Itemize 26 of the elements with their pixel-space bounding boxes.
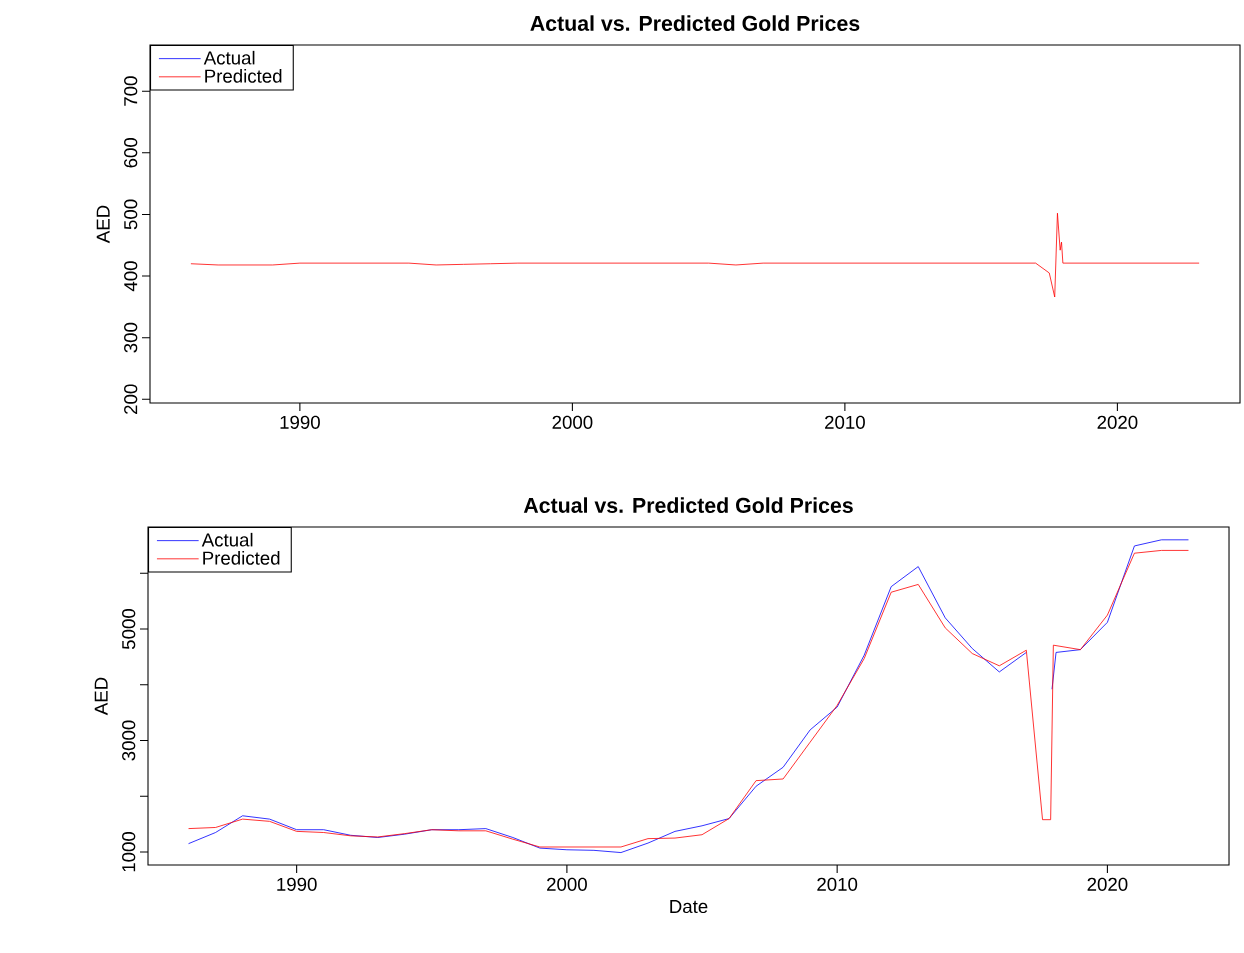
- legend-label: Actual: [203, 50, 255, 65]
- x-tick-label: 2000: [547, 877, 587, 891]
- x-tick-label: 1990: [277, 877, 317, 891]
- y-tick-label: 300: [124, 322, 138, 353]
- x-tick-label: 2020: [1087, 877, 1128, 891]
- x-tick-label: 2020: [1097, 415, 1138, 429]
- legend-label: Predicted: [203, 551, 280, 565]
- x-axis-title: Date: [670, 900, 708, 914]
- y-tick-label: 700: [124, 76, 138, 106]
- y-tick-label: 5000: [122, 608, 136, 650]
- chart-title: Actual vs. Predicted Gold Prices: [523, 497, 853, 513]
- chart-title: Actual vs. Predicted Gold Prices: [530, 15, 860, 31]
- x-tick-label: 1990: [280, 415, 320, 429]
- y-tick-label: 600: [124, 137, 138, 168]
- y-tick-label: 1000: [122, 831, 136, 872]
- y-axis-title: AED: [96, 205, 110, 244]
- legend-label: Actual: [201, 532, 253, 547]
- y-tick-label: 3000: [122, 720, 136, 761]
- x-tick-label: 2010: [817, 877, 858, 891]
- y-axis-title: AED: [94, 677, 108, 716]
- y-tick-label: 400: [124, 261, 138, 292]
- legend-label: Predicted: [205, 69, 282, 83]
- y-tick-label: 500: [124, 199, 138, 230]
- y-tick-label: 200: [124, 384, 138, 414]
- x-tick-label: 2000: [552, 415, 593, 429]
- x-tick-label: 2010: [825, 415, 865, 429]
